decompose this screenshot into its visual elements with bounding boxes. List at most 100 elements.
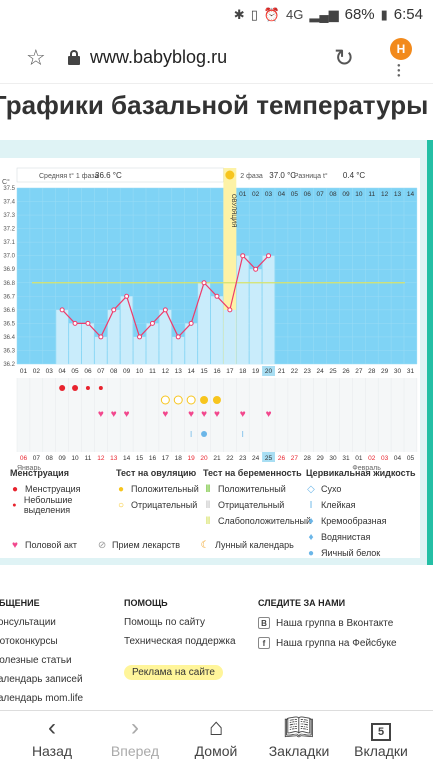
legend-label: Водянистая xyxy=(321,532,371,542)
home-icon: ⌂ xyxy=(208,714,224,741)
footer-link[interactable]: Консультации xyxy=(0,617,56,628)
calendar-date-label: 11 xyxy=(85,455,92,462)
x-day-label: 03 xyxy=(46,368,54,375)
nav-back-button[interactable]: ‹ Назад xyxy=(9,711,95,770)
footer-link-ads[interactable]: Реклама на сайте xyxy=(124,665,223,680)
phase2-day-label: 06 xyxy=(304,191,312,198)
intercourse-heart: ♥ xyxy=(162,409,168,420)
footer-link[interactable]: Техническая поддержка xyxy=(124,636,236,647)
calendar-date-label: 07 xyxy=(33,455,41,462)
ovulation-test-negative xyxy=(160,395,170,405)
x-day-label: 05 xyxy=(71,368,79,375)
x-day-label: 21 xyxy=(278,368,286,375)
legend-head: Менструация xyxy=(10,468,69,478)
x-day-label: 22 xyxy=(291,368,299,375)
temperature-bar xyxy=(236,255,249,364)
calendar-date-label: 02 xyxy=(368,455,376,462)
x-day-label: 14 xyxy=(188,368,196,375)
temperature-bar xyxy=(146,323,159,364)
small-drop-icon: ● xyxy=(12,501,17,509)
watery-icon: ♦ xyxy=(308,531,314,543)
phase1-value: 36.6 °C xyxy=(95,171,122,180)
legend-label: Отрицательный xyxy=(218,500,285,510)
temperature-bar xyxy=(56,309,69,364)
legend-label: Небольшие выделения xyxy=(23,495,73,515)
footer-col-help: ПОМОЩЬ Помощь по сайту Техническая подде… xyxy=(124,598,236,688)
footer-col-community: ОБЩЕНИЕ Консультации Фотоконкурсы Полезн… xyxy=(0,598,83,712)
test-strip-icon: ‖ xyxy=(205,515,211,527)
ovulation-test-positive xyxy=(200,396,209,404)
avatar[interactable]: Н xyxy=(390,38,412,60)
footer-head: ОБЩЕНИЕ xyxy=(0,598,40,608)
reload-icon[interactable]: ↻ xyxy=(334,45,355,72)
x-day-label: 12 xyxy=(162,368,170,375)
x-day-label: 28 xyxy=(368,368,376,375)
footer-col-social: СЛЕДИТЕ ЗА НАМИ B Наша группа в Вконтакте… xyxy=(258,598,397,657)
y-tick-label: 36.3 xyxy=(3,348,15,354)
heart-icon: ♥ xyxy=(12,539,18,551)
x-day-label: 25 xyxy=(329,368,337,375)
temperature-bar xyxy=(94,336,107,364)
intercourse-heart: ♥ xyxy=(188,409,194,420)
x-day-label: 20 xyxy=(265,368,273,375)
intercourse-heart: ♥ xyxy=(214,409,220,420)
temperature-point xyxy=(59,307,65,313)
ovulation-test-negative xyxy=(173,395,183,405)
star-icon[interactable]: ☆ xyxy=(26,45,46,70)
x-day-label: 15 xyxy=(200,368,208,375)
nav-forward-button[interactable]: › Вперед xyxy=(92,711,178,770)
calendar-date-label: 21 xyxy=(213,455,221,462)
x-day-label: 31 xyxy=(407,368,415,375)
footer-link[interactable]: Фотоконкурсы xyxy=(0,636,58,647)
calendar-date-label: 20 xyxy=(200,455,208,462)
legend-label: Клейкая xyxy=(321,500,356,510)
drop-icon: ● xyxy=(11,483,19,495)
network-label: 4G xyxy=(286,7,304,22)
x-day-label: 29 xyxy=(381,368,389,375)
url-field[interactable]: www.babyblog.ru xyxy=(90,47,228,67)
nav-bookmarks-button[interactable]: 📖︎ Закладки xyxy=(256,711,342,770)
legend-label: Прием лекарств xyxy=(112,540,181,550)
legend-bottom-row: ♥ Половой акт ⊘ Прием лекарств ☾ Лунный кал… xyxy=(10,539,294,551)
calendar-date-label: 17 xyxy=(162,455,170,462)
clock: 6:54 xyxy=(393,6,423,23)
phase2-day-label: 02 xyxy=(252,191,260,198)
calendar-date-label: 14 xyxy=(123,455,131,462)
footer-link-fb[interactable]: Наша группа на Фейсбуке xyxy=(276,637,397,649)
temperature-bar xyxy=(198,282,210,364)
temperature-bar xyxy=(262,255,275,364)
footer-link[interactable]: Календарь mom.life xyxy=(0,693,84,704)
x-day-label: 17 xyxy=(226,368,234,375)
vibrate-icon: ▯ xyxy=(250,6,258,22)
sticky-fluid-mark: I xyxy=(190,430,192,439)
footer-link[interactable]: Полезные статьи xyxy=(0,655,72,666)
y-axis-label: С° xyxy=(2,178,10,186)
y-tick-label: 37.5 xyxy=(3,186,15,192)
x-day-label: 30 xyxy=(394,368,402,375)
legend-label: Слабоположительный xyxy=(218,516,312,526)
nav-home-button[interactable]: ⌂ Домой xyxy=(173,711,259,770)
legend-label: Положительный xyxy=(218,484,286,494)
calendar-date-label: 10 xyxy=(71,455,79,462)
footer-link-vk[interactable]: Наша группа в Вконтакте xyxy=(276,617,394,629)
ovulation-test-positive xyxy=(212,396,221,404)
menstruation-drop xyxy=(98,386,103,390)
phase2-day-label: 03 xyxy=(265,191,273,198)
temperature-point xyxy=(253,266,259,272)
temperature-bar xyxy=(172,336,185,364)
menu-dots-icon[interactable]: ● ● ● xyxy=(397,63,401,79)
x-day-label: 02 xyxy=(33,368,41,375)
footer-link[interactable]: Помощь по сайту xyxy=(124,617,205,628)
egg-white-icon: ● xyxy=(307,547,315,559)
nav-tabs-button[interactable]: 5 Вкладки xyxy=(338,711,424,770)
month-label-right: Февраль xyxy=(352,465,381,472)
temperature-bar xyxy=(69,323,81,364)
legend-label: Менструация xyxy=(25,484,81,494)
footer-link[interactable]: Календарь записей xyxy=(0,674,83,685)
temperature-bar xyxy=(185,323,198,364)
alarm-icon: ⏰ xyxy=(263,6,281,22)
site-footer: ОБЩЕНИЕ Консультации Фотоконкурсы Полезн… xyxy=(0,590,433,710)
ovulation-test-negative xyxy=(186,395,196,405)
legend-label: Отрицательный xyxy=(131,500,198,510)
temperature-bar xyxy=(82,323,94,364)
